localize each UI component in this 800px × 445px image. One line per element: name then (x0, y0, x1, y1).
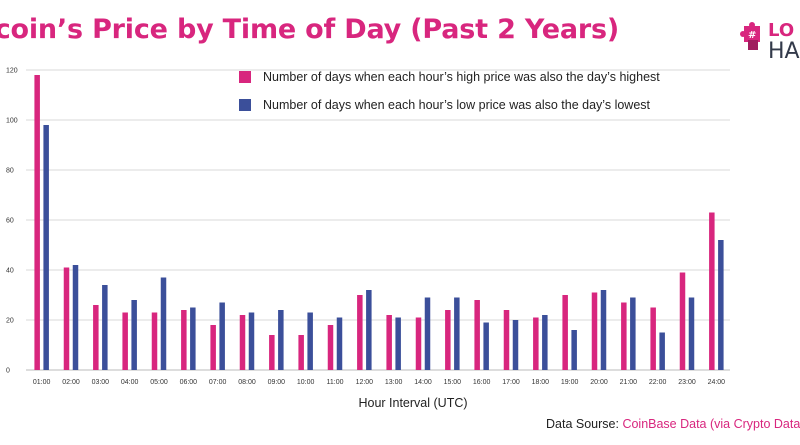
bar-high (151, 312, 158, 370)
bar-high (445, 310, 451, 370)
bar-high (122, 312, 128, 370)
bar-high (533, 317, 539, 370)
bar-low (72, 265, 79, 370)
y-tick-label: 20 (6, 318, 14, 325)
x-tick-label: 08:00 (238, 379, 256, 386)
bar-low (424, 297, 431, 370)
logo-glyph: # (748, 30, 756, 41)
bar-low (630, 297, 636, 370)
x-tick-label: 13:00 (385, 379, 403, 386)
bar-low (160, 277, 167, 370)
bar-low (395, 317, 401, 370)
bar-high (386, 315, 392, 370)
legend-swatch-low (239, 99, 251, 111)
x-tick-label: 15:00 (444, 379, 462, 386)
x-tick-label: 06:00 (180, 379, 198, 386)
x-tick-label: 03:00 (92, 379, 110, 386)
x-tick-label: 12:00 (356, 379, 374, 386)
bar-low (512, 320, 519, 370)
x-tick-label: 23:00 (678, 379, 696, 386)
bar-low (454, 297, 460, 370)
x-tick-label: 07:00 (209, 379, 227, 386)
x-tick-label: 10:00 (297, 379, 315, 386)
x-tick-label: 09:00 (268, 379, 286, 386)
x-tick-label: 05:00 (150, 379, 168, 386)
bar-high (181, 310, 187, 370)
bar-high (298, 335, 304, 370)
bar-low (688, 297, 695, 370)
chart-title: tcoin’s Price by Time of Day (Past 2 Yea… (0, 14, 620, 45)
bar-high (621, 302, 627, 370)
bar-low (131, 300, 137, 370)
bar-low (571, 330, 577, 370)
bar-low (659, 332, 665, 370)
bar-high (591, 292, 598, 370)
data-source: Data Sourse: CoinBase Data (via Crypto D… (546, 417, 800, 431)
y-tick-label: 100 (6, 118, 18, 125)
bar-low (190, 307, 196, 370)
y-tick-label: 60 (6, 218, 14, 225)
bar-high (34, 75, 40, 370)
bar-high (709, 212, 715, 370)
x-tick-label: 24:00 (708, 379, 726, 386)
chart-legend: Number of days when each hour’s high pri… (239, 63, 660, 119)
bar-high (679, 272, 686, 370)
y-tick-label: 120 (6, 68, 18, 75)
bar-low (219, 302, 225, 370)
legend-item-low: Number of days when each hour’s low pric… (239, 91, 660, 119)
legend-swatch-high (239, 71, 251, 83)
y-tick-label: 80 (6, 168, 14, 175)
x-axis-label: Hour Interval (UTC) (358, 396, 468, 410)
bar-high (474, 300, 480, 370)
x-tick-label: 18:00 (532, 379, 550, 386)
bar-low (336, 317, 343, 370)
x-tick-label: 17:00 (502, 379, 520, 386)
x-tick-label: 19:00 (561, 379, 579, 386)
x-tick-label: 14:00 (414, 379, 432, 386)
x-tick-label: 11:00 (327, 379, 344, 386)
y-tick-label: 0 (6, 368, 10, 375)
bar-high (327, 325, 334, 370)
bar-low (307, 312, 313, 370)
legend-item-high: Number of days when each hour’s high pri… (239, 63, 660, 91)
x-tick-label: 04:00 (121, 379, 139, 386)
source-link[interactable]: CoinBase Data (via Crypto Data Dow (622, 417, 800, 431)
bar-high (415, 317, 422, 370)
x-tick-label: 21:00 (620, 379, 638, 386)
bar-high (269, 335, 275, 370)
bar-low (483, 322, 489, 370)
x-tick-label: 16:00 (473, 379, 491, 386)
bar-high (210, 325, 216, 370)
bar-low (600, 290, 607, 370)
legend-label-high: Number of days when each hour’s high pri… (263, 70, 660, 84)
source-prefix: Data Sourse: (546, 417, 623, 431)
bar-high (503, 310, 510, 370)
logo-text-top: LO (768, 20, 795, 41)
bar-low (248, 312, 255, 370)
brand-logo: # LO HA (738, 20, 800, 68)
x-tick-label: 22:00 (649, 379, 667, 386)
bar-low (366, 290, 372, 370)
x-tick-label: 01:00 (33, 379, 51, 386)
bar-high (63, 267, 70, 370)
bar-high (93, 305, 99, 370)
legend-label-low: Number of days when each hour’s low pric… (263, 98, 651, 112)
bar-low (718, 240, 724, 370)
bar-high (357, 295, 363, 370)
y-tick-label: 40 (6, 268, 14, 275)
puzzle-logo-icon: # (740, 22, 760, 50)
x-tick-label: 20:00 (590, 379, 608, 386)
x-tick-label: 02:00 (62, 379, 80, 386)
bar-low (102, 285, 108, 370)
bar-low (278, 310, 284, 370)
bar-low (43, 125, 49, 370)
bar-high (239, 315, 246, 370)
logo-text-bottom: HA (768, 39, 800, 64)
bar-high (562, 295, 568, 370)
bar-low (542, 315, 548, 370)
bar-high (650, 307, 656, 370)
